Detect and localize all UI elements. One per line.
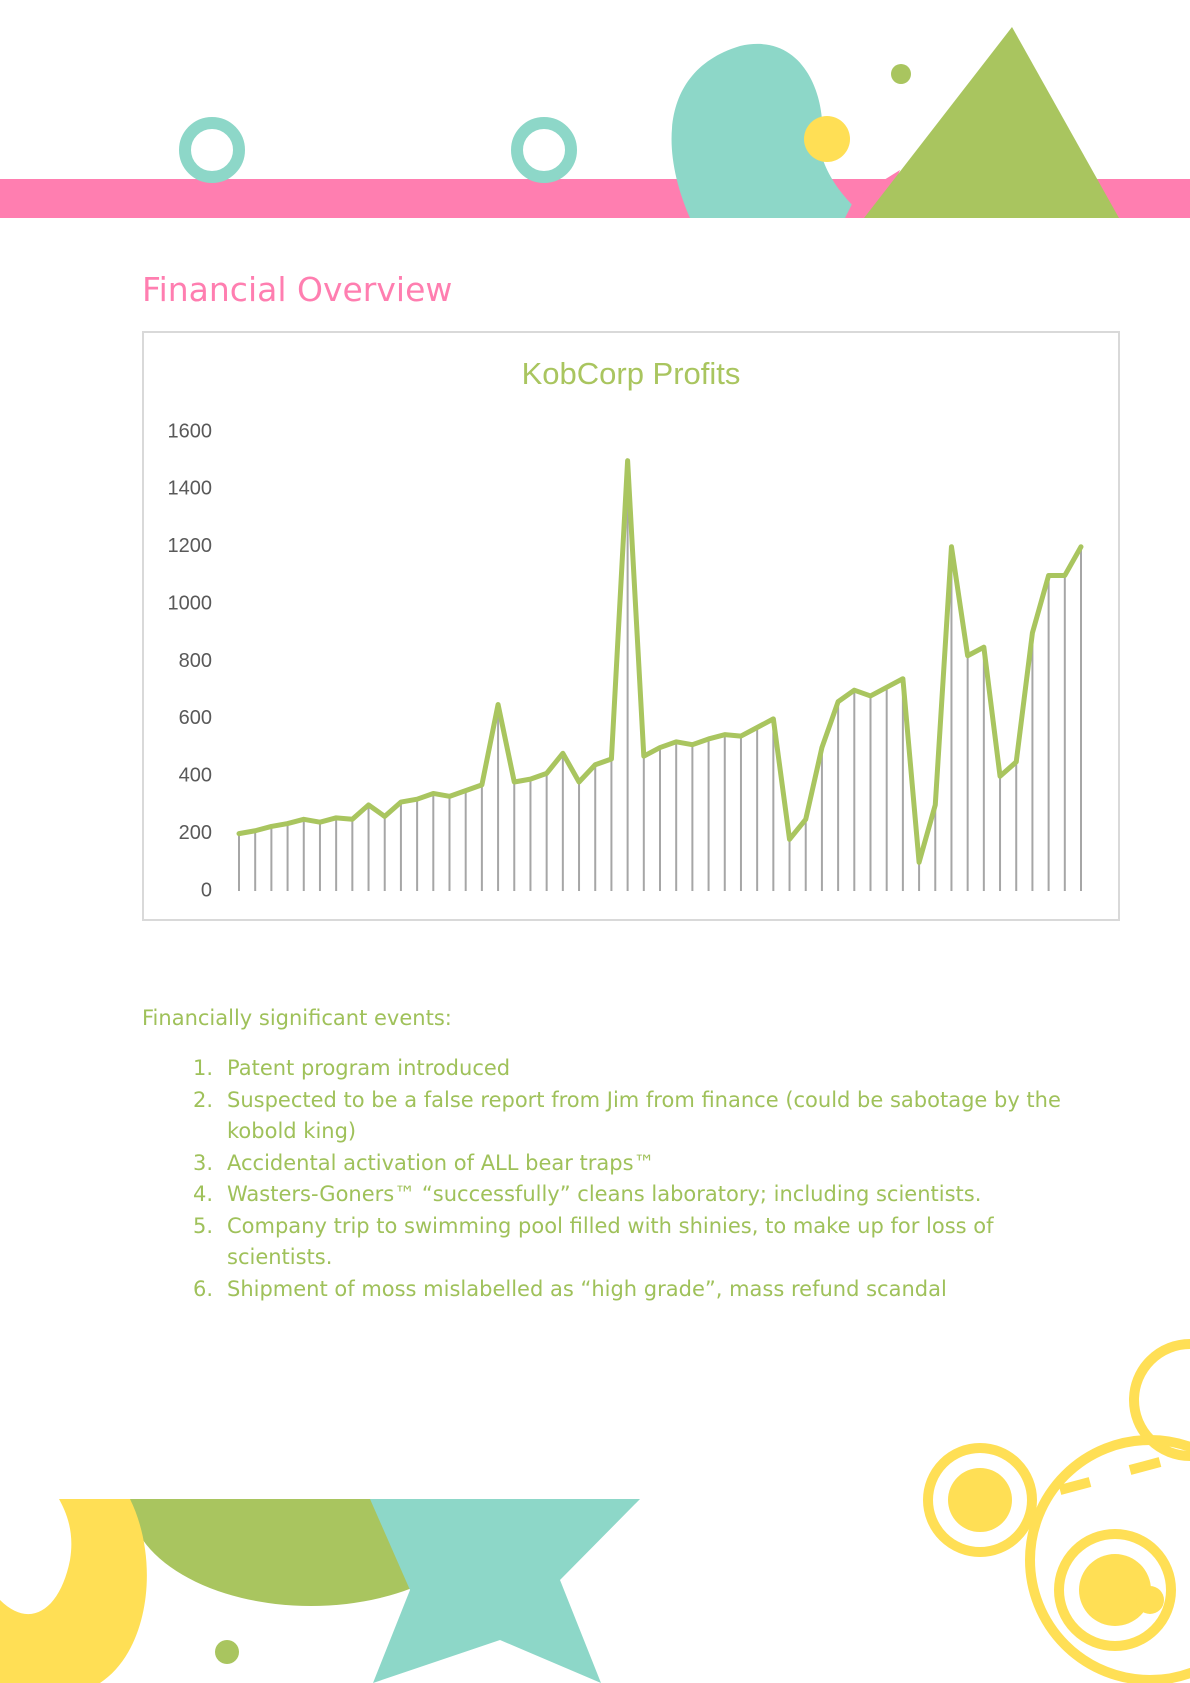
dot <box>804 116 850 162</box>
triangle <box>864 27 1119 218</box>
intro: Financially significant events: <box>142 1006 452 1030</box>
event-item: 6. Shipment of moss mislabelled as “high … <box>170 1274 1067 1306</box>
profit-line <box>236 458 1084 865</box>
y-tick-label: 200 <box>179 822 212 844</box>
event-text: Shipment of moss mislabelled as “high gr… <box>227 1276 947 1301</box>
event-text: Wasters-Goners™ “successfully” cleans la… <box>227 1182 982 1206</box>
koala-eye <box>1079 1554 1151 1626</box>
chart-title: KobCorp Profits <box>522 356 741 391</box>
dot <box>891 64 911 84</box>
event-number: 1. <box>192 1056 213 1080</box>
y-tick-label: 1600 <box>168 420 213 442</box>
event-item: 1. Patent program introduced <box>170 1053 1067 1085</box>
ring <box>511 117 577 183</box>
chart: KobCorp Profits 0 200 400 600 800 1000 1200 140… <box>142 331 1120 921</box>
dot <box>215 1640 239 1664</box>
star <box>370 1499 640 1683</box>
event-number: 5. <box>192 1213 213 1238</box>
ring <box>179 117 245 183</box>
yellow-shape <box>0 1499 147 1683</box>
event-number: 2. <box>192 1087 213 1112</box>
event-text: Accidental activation of ALL bear traps™ <box>227 1150 655 1175</box>
heading: Financial Overview <box>142 270 453 309</box>
event-item: 5. Company trip to swimming pool filled w… <box>170 1211 1067 1274</box>
event-item: 3. Accidental activation of ALL bear trap… <box>170 1148 1067 1180</box>
event-number: 3. <box>192 1150 213 1175</box>
event-text: Company trip to swimming pool filled wit… <box>227 1213 994 1270</box>
chart-frame <box>142 331 1120 921</box>
y-tick-label: 1400 <box>168 478 213 500</box>
y-tick-label: 1200 <box>168 535 213 557</box>
y-tick-label: 1000 <box>168 592 213 614</box>
event-number: 6. <box>192 1276 213 1301</box>
wedge <box>845 170 900 218</box>
event-item: 4. Wasters-Goners™ “successfully” cleans … <box>170 1179 1067 1211</box>
event-item: 2. Suspected to be a false report from Ji… <box>170 1085 1067 1148</box>
koala-nose <box>1136 1586 1164 1614</box>
y-tick-label: 800 <box>179 650 212 672</box>
y-tick-label: 600 <box>179 707 212 729</box>
koala-ear <box>948 1468 1012 1532</box>
blob <box>671 43 864 218</box>
koala <box>923 1339 1190 1683</box>
event-text: Suspected to be a false report from Jim … <box>227 1087 1061 1144</box>
event-number: 4. <box>192 1182 213 1206</box>
event-text: Patent program introduced <box>227 1056 511 1080</box>
event-list: 1. Patent program introduced 2. Suspected t… <box>170 1053 1067 1305</box>
y-tick-label: 0 <box>201 879 212 901</box>
y-tick-label: 400 <box>179 765 212 787</box>
